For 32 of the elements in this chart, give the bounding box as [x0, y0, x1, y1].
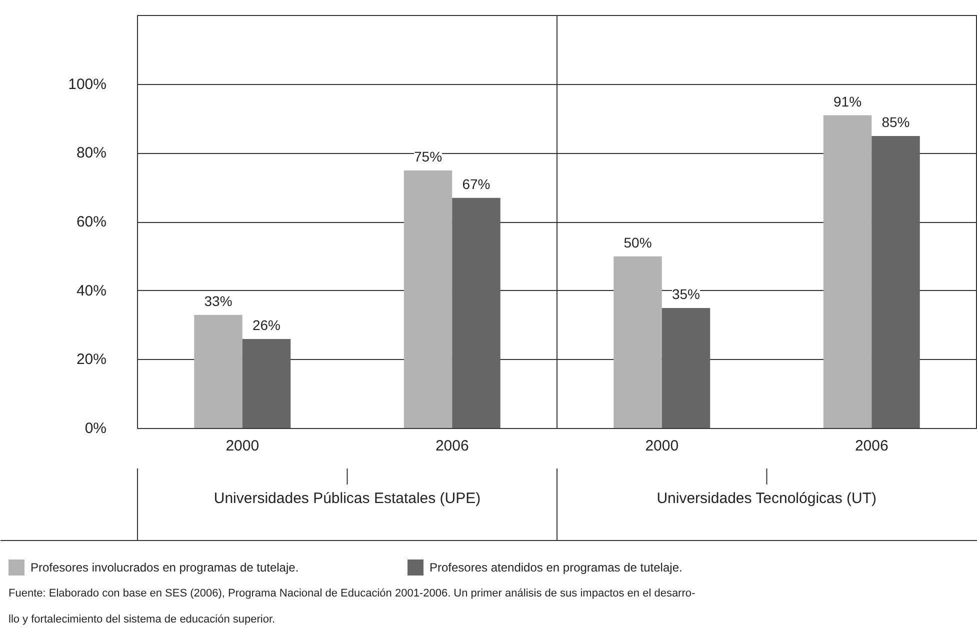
bar — [452, 198, 500, 428]
text: llo y fortalecimiento del sistema de educación superior. — [8, 614, 276, 626]
text: 35% — [672, 286, 700, 302]
text: 26% — [252, 317, 281, 334]
y-tick-label: 40% — [76, 282, 107, 300]
x-tick-label: 2000 — [645, 438, 679, 454]
text: 67% — [462, 176, 490, 192]
y-tick-label: 20% — [76, 351, 107, 368]
bar — [872, 136, 920, 428]
bar — [823, 115, 872, 428]
bar — [194, 314, 242, 428]
y-tick-label: 80% — [76, 144, 107, 162]
x-tick-label: 2006 — [435, 438, 469, 454]
text: Universidades Tecnológicas (UT) — [656, 490, 877, 507]
y-tick-label: 100% — [68, 76, 107, 93]
bar — [614, 256, 662, 428]
bar — [242, 339, 291, 428]
y-tick-label: 60% — [76, 214, 107, 230]
source-note: Fuente: Elaborado con base en SES (2006), Programa Nacional de Educación 2001-2006. Un primer análisis de sus impactos en el desarro- — [8, 588, 696, 600]
text: 33% — [204, 292, 232, 309]
legend-label: Profesores atendidos en programas de tutelaje. — [430, 560, 682, 574]
legend-label: Profesores involucrados en programas de tutelaje. — [30, 560, 299, 574]
x-tick-label: 2006 — [854, 438, 888, 454]
text: 75% — [414, 148, 442, 164]
bar — [662, 308, 710, 428]
text: 91% — [833, 93, 862, 110]
text: 85% — [882, 114, 910, 130]
bar — [404, 170, 452, 428]
text: Universidades Públicas Estatales (UPE) — [214, 490, 481, 507]
x-tick-label: 2000 — [226, 438, 260, 454]
text: 50% — [624, 234, 652, 250]
y-tick-label: 0% — [84, 420, 107, 437]
